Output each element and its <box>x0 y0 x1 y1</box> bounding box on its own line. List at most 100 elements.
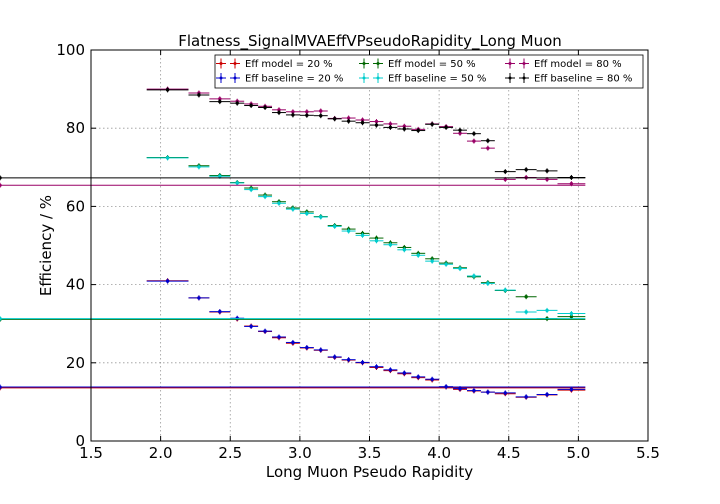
series-2 <box>0 155 586 322</box>
data-point <box>188 92 210 98</box>
x-tick-label: 1.5 <box>79 444 103 462</box>
data-point <box>536 176 558 182</box>
data-point <box>272 200 286 206</box>
legend-box <box>214 54 644 89</box>
legend-label: Eff baseline = 20 % <box>245 74 343 85</box>
data-point <box>480 389 495 395</box>
x-tick-label: 3.5 <box>358 444 382 462</box>
x-tick-label: 5.5 <box>636 444 660 462</box>
data-series <box>0 86 586 400</box>
data-point <box>466 131 481 137</box>
data-point <box>0 175 586 181</box>
axis-ticks: 1.5 2.0 2.5 3.0 3.5 4.0 4.5 5.0 5.5 0 20 40 60 80 100 <box>56 41 660 462</box>
data-point <box>0 182 586 188</box>
data-point <box>355 232 370 238</box>
data-point <box>397 247 412 253</box>
data-point <box>536 168 558 174</box>
data-point <box>453 386 467 392</box>
data-point <box>515 309 537 315</box>
series-3 <box>0 155 586 322</box>
data-point <box>515 394 537 400</box>
legend-label: Eff model = 50 % <box>388 59 476 70</box>
x-tick-label: 5.0 <box>566 444 590 462</box>
data-point <box>536 391 558 397</box>
y-tick-label: 40 <box>66 276 85 294</box>
legend-entry: Eff baseline = 20 % <box>216 73 343 85</box>
data-point <box>480 145 495 151</box>
data-point <box>411 374 426 380</box>
data-point <box>397 370 412 376</box>
data-point <box>209 99 231 105</box>
legend-label: Eff model = 80 % <box>534 59 622 70</box>
data-point <box>369 122 384 128</box>
data-point <box>258 104 273 110</box>
data-point <box>285 109 300 115</box>
y-tick-label: 80 <box>66 119 85 137</box>
data-point <box>369 235 384 241</box>
y-tick-label: 60 <box>66 197 85 215</box>
series-1 <box>0 278 586 400</box>
data-point <box>515 167 537 173</box>
data-point <box>313 214 328 220</box>
x-tick-label: 4.0 <box>427 444 451 462</box>
data-point <box>146 155 189 161</box>
data-point <box>313 113 328 119</box>
legend-label: Eff baseline = 50 % <box>388 74 486 85</box>
data-point <box>411 128 426 134</box>
data-point <box>313 108 328 114</box>
data-point <box>285 112 300 118</box>
data-point <box>258 328 273 334</box>
series-4 <box>0 86 586 188</box>
data-point <box>146 278 189 284</box>
data-point <box>244 323 259 329</box>
data-point <box>272 110 286 116</box>
data-point <box>146 87 189 93</box>
data-point <box>369 364 384 370</box>
data-point <box>369 238 384 244</box>
data-point <box>557 386 586 392</box>
data-point <box>0 316 586 322</box>
data-point <box>439 261 454 267</box>
legend: Eff model = 20 % Eff baseline = 20 % Eff m… <box>214 54 644 89</box>
legend-entry: Eff baseline = 50 % <box>359 73 486 85</box>
data-point <box>188 164 210 170</box>
legend-label: Eff baseline = 80 % <box>534 74 632 85</box>
x-axis-label: Long Muon Pseudo Rapidity <box>266 463 473 481</box>
legend-entry: Eff model = 20 % <box>216 58 333 70</box>
data-point <box>480 280 495 286</box>
data-point <box>439 124 454 130</box>
data-point <box>494 390 516 396</box>
data-point <box>557 181 586 187</box>
data-point <box>453 127 467 133</box>
data-point <box>272 334 286 340</box>
data-point <box>327 223 342 229</box>
data-point <box>244 103 259 109</box>
data-point <box>258 194 273 200</box>
data-point <box>341 115 356 121</box>
data-point <box>341 118 356 124</box>
data-point <box>383 124 398 130</box>
data-point <box>341 228 356 234</box>
data-point <box>466 273 481 279</box>
data-point <box>341 357 356 363</box>
y-axis-label: Efficiency / % <box>37 195 55 296</box>
data-point <box>494 169 516 175</box>
x-tick-label: 2.0 <box>149 444 173 462</box>
data-point <box>383 367 398 373</box>
data-point <box>285 206 300 212</box>
data-point <box>557 311 586 317</box>
data-point <box>480 138 495 144</box>
data-point <box>285 339 300 345</box>
legend-entry: Eff model = 80 % <box>505 58 622 70</box>
data-point <box>397 126 412 132</box>
data-point <box>244 187 259 193</box>
data-point <box>425 376 440 382</box>
data-point <box>313 347 328 353</box>
data-point <box>425 121 440 127</box>
data-point <box>515 294 537 300</box>
data-point <box>494 287 516 293</box>
x-tick-label: 3.0 <box>288 444 312 462</box>
data-point <box>299 210 314 216</box>
y-tick-label: 20 <box>66 354 85 372</box>
data-point <box>327 116 342 122</box>
